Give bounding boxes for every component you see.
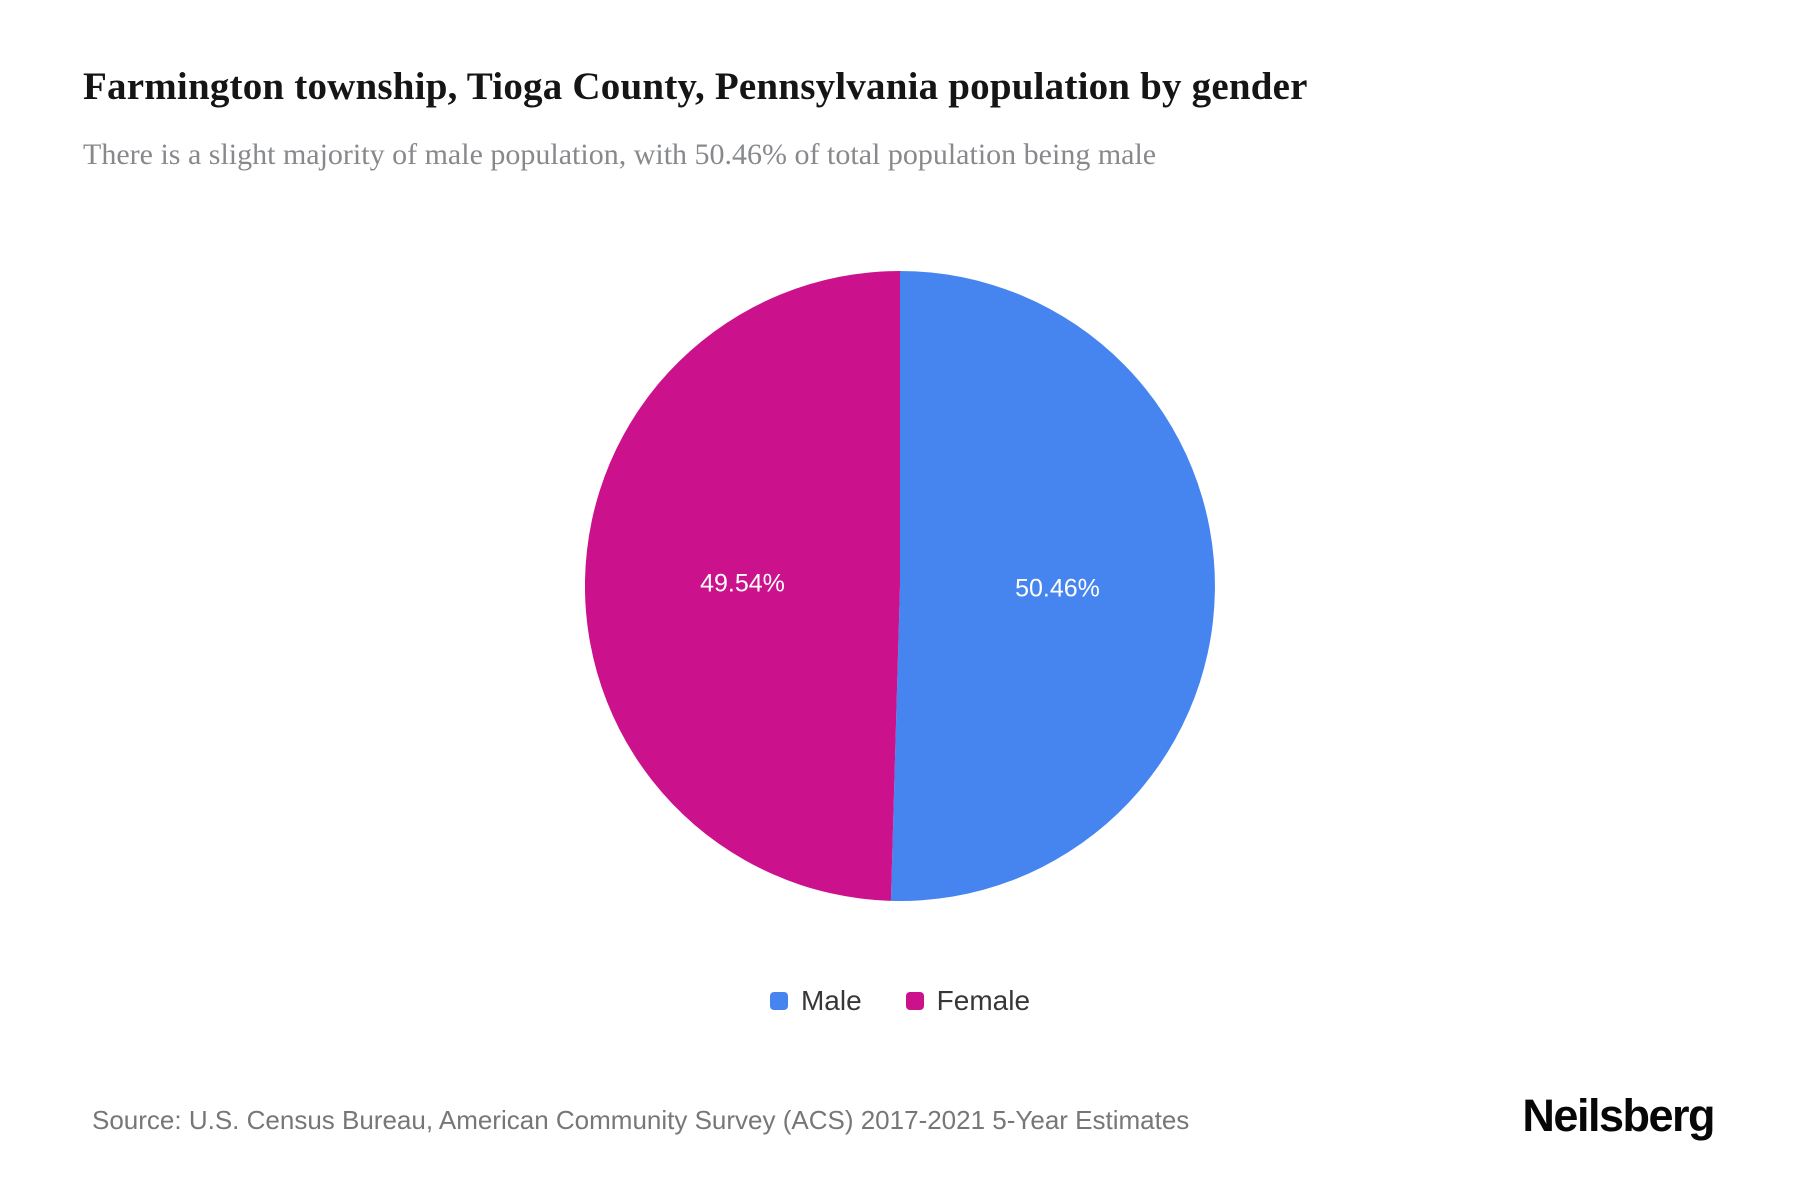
- legend-item-female[interactable]: Female: [905, 985, 1031, 1017]
- page-subtitle: There is a slight majority of male popul…: [83, 137, 1157, 171]
- chart-area: 50.46% 49.54%: [0, 271, 1800, 911]
- legend-item-male[interactable]: Male: [769, 985, 862, 1017]
- page-title: Farmington township, Tioga County, Penns…: [83, 65, 1308, 108]
- source-attribution: Source: U.S. Census Bureau, American Com…: [92, 1105, 1190, 1135]
- legend-label-female: Female: [936, 985, 1031, 1016]
- slice-label-female: 49.54%: [700, 570, 785, 598]
- neilsberg-logo[interactable]: Neilsberg: [1522, 1090, 1715, 1141]
- pie-slice-male[interactable]: [890, 271, 1215, 901]
- legend: Male Female: [0, 985, 1800, 1017]
- pie-chart: 50.46% 49.54%: [585, 271, 1215, 901]
- footer: Source: U.S. Census Bureau, American Com…: [92, 1062, 1715, 1142]
- female-swatch-icon: [905, 992, 924, 1010]
- legend-label-male: Male: [800, 985, 862, 1016]
- pie-slice-female[interactable]: [585, 271, 900, 901]
- slice-label-male: 50.46%: [1015, 574, 1100, 602]
- male-swatch-icon: [769, 992, 788, 1010]
- chart-header: Farmington township, Tioga County, Penns…: [83, 64, 1717, 174]
